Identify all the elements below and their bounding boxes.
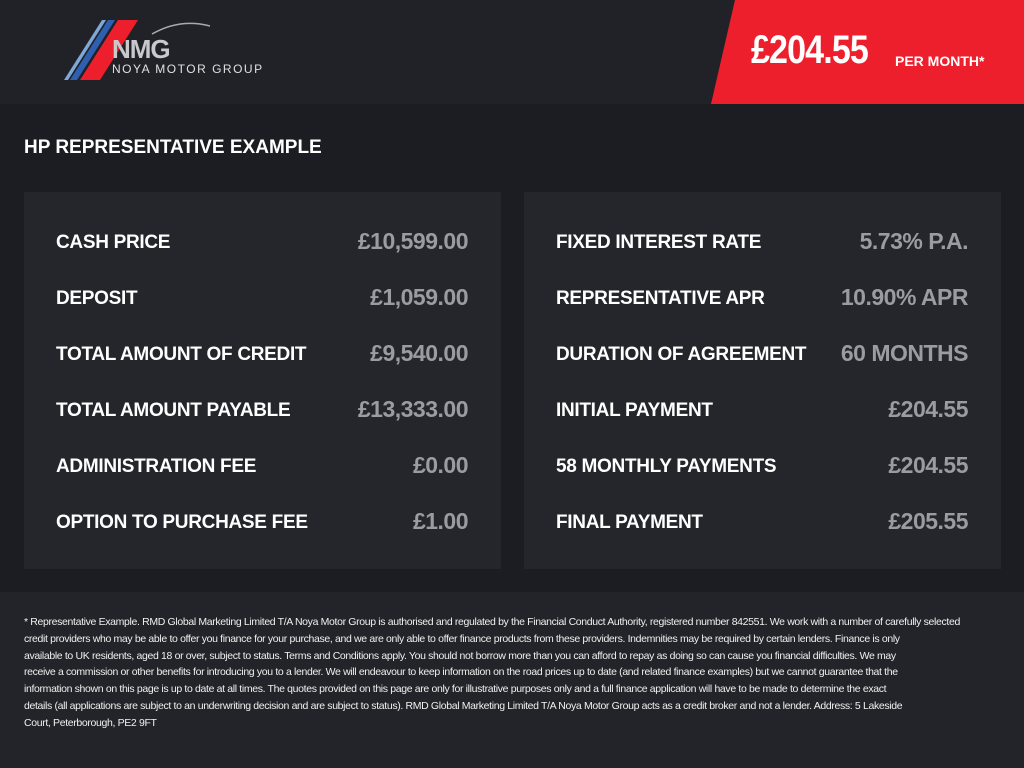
finance-value: £204.55 [888,396,968,422]
finance-label: REPRESENTATIVE APR [556,288,765,309]
finance-value: 10.90% APR [840,284,969,310]
finance-label: OPTION TO PURCHASE FEE [56,512,308,533]
finance-label: INITIAL PAYMENT [556,400,713,421]
price-banner: £204.55 PER MONTH* [711,0,1024,104]
logo-text: NMG [112,34,171,64]
finance-row: DEPOSIT £1,059.00 [56,284,468,314]
per-month-label: PER MONTH* [895,53,985,69]
finance-row: FIXED INTEREST RATE 5.73% P.A. [556,228,969,258]
disclaimer-line: credit providers who may be able to offe… [24,632,900,645]
disclaimer-line: Court, Peterborough, PE2 9FT [24,716,157,729]
finance-value: £204.55 [888,452,968,478]
finance-value: £10,599.00 [357,228,469,254]
finance-row: DURATION OF AGREEMENT 60 MONTHS [556,340,969,370]
finance-value: £1.00 [412,508,469,534]
finance-value: 60 MONTHS [840,340,969,366]
monthly-price: £204.55 [751,28,869,72]
finance-label: FINAL PAYMENT [556,512,703,533]
finance-label: DEPOSIT [56,288,138,309]
logo: NMG NOYA MOTOR GROUP [60,18,300,88]
disclaimer: * Representative Example. RMD Global Mar… [0,592,1024,768]
logo-stripes-icon [64,20,211,80]
disclaimer-line: * Representative Example. RMD Global Mar… [24,616,960,628]
disclaimer-line: available to UK residents, aged 18 or ov… [24,649,896,662]
disclaimer-line: receive a commission or other benefits f… [24,666,898,679]
finance-label: ADMINISTRATION FEE [56,456,257,477]
finance-label: 58 MONTHLY PAYMENTS [556,456,777,477]
left-finance-panel: CASH PRICE £10,599.00 DEPOSIT £1,059.00 TOTA… [24,192,501,569]
finance-label: DURATION OF AGREEMENT [556,344,807,365]
finance-label: FIXED INTEREST RATE [556,232,762,253]
finance-row: TOTAL AMOUNT OF CREDIT £9,540.00 [56,340,468,370]
finance-row: INITIAL PAYMENT £204.55 [556,396,968,426]
logo-subtitle: NOYA MOTOR GROUP [112,62,264,76]
finance-row: TOTAL AMOUNT PAYABLE £13,333.00 [56,396,469,426]
disclaimer-line: details (all applications are subject to… [24,700,903,712]
finance-row: OPTION TO PURCHASE FEE £1.00 [56,508,469,538]
finance-row: 58 MONTHLY PAYMENTS £204.55 [556,452,968,482]
finance-label: TOTAL AMOUNT OF CREDIT [56,344,307,365]
right-finance-panel: FIXED INTEREST RATE 5.73% P.A. REPRESENTAT… [524,192,1001,569]
disclaimer-line: information shown on this page is up to … [24,683,887,696]
finance-value: £0.00 [412,452,469,478]
finance-row: CASH PRICE £10,599.00 [56,228,469,258]
page-title: HP REPRESENTATIVE EXAMPLE [24,137,322,158]
finance-value: 5.73% P.A. [859,228,969,254]
finance-value: £205.55 [888,508,968,534]
finance-row: REPRESENTATIVE APR 10.90% APR [556,284,969,314]
finance-row: FINAL PAYMENT £205.55 [556,508,968,538]
finance-value: £9,540.00 [370,340,468,366]
finance-label: CASH PRICE [56,232,171,253]
finance-value: £1,059.00 [370,284,468,310]
finance-label: TOTAL AMOUNT PAYABLE [56,400,291,421]
header: NMG NOYA MOTOR GROUP £204.55 PER MONTH* [0,0,1024,104]
finance-row: ADMINISTRATION FEE £0.00 [56,452,469,482]
finance-value: £13,333.00 [357,396,469,422]
